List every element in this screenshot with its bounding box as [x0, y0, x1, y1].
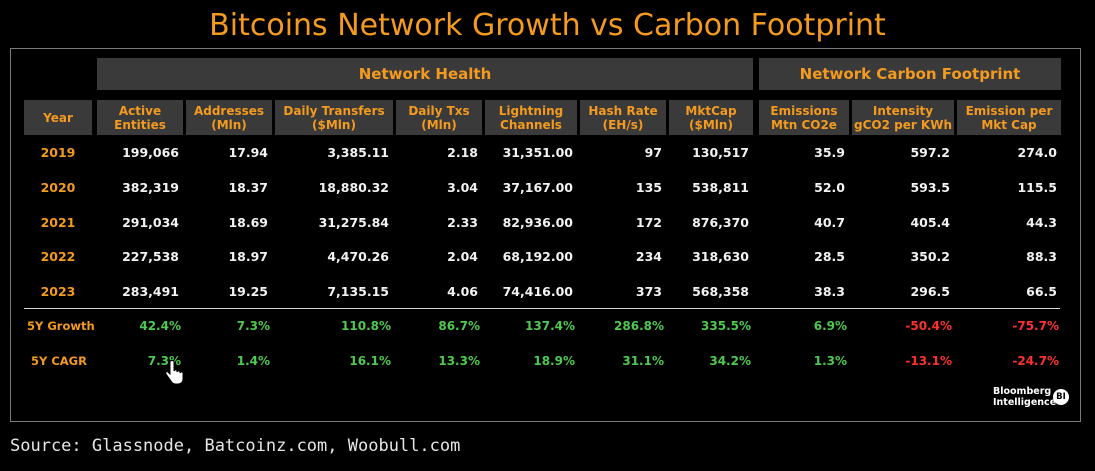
summary-cell-hash-rate: 31.1% — [622, 354, 664, 368]
table-cell-hash-rate: 234 — [635, 249, 662, 264]
summary-cell-mktcap: 34.2% — [709, 354, 751, 368]
logo-text: Bloomberg Intelligence — [993, 386, 1056, 408]
column-header-year: Year — [24, 100, 92, 135]
table-cell-active-entities: 283,491 — [122, 284, 179, 299]
table-cell-hash-rate: 172 — [635, 215, 662, 230]
column-header-lightning: Lightning Channels — [485, 100, 577, 135]
column-header-intensity: Intensity gCO2 per KWh — [852, 100, 954, 135]
year-cell: 2020 — [40, 180, 76, 195]
source-note: Source: Glassnode, Batcoinz.com, Woobull… — [10, 436, 461, 456]
table-cell-mktcap: 568,358 — [692, 284, 749, 299]
summary-cell-emissions: 6.9% — [813, 319, 847, 333]
summary-cell-emission-per-cap: -24.7% — [1012, 354, 1059, 368]
table-cell-addresses: 17.94 — [228, 145, 268, 160]
table-cell-emission-per-cap: 115.5 — [1017, 180, 1057, 195]
table-cell-emissions: 52.0 — [814, 180, 845, 195]
table-cell-emissions: 40.7 — [814, 215, 845, 230]
table-cell-intensity: 593.5 — [910, 180, 950, 195]
table-cell-active-entities: 382,319 — [122, 180, 179, 195]
table-cell-daily-transfers: 4,470.26 — [327, 249, 389, 264]
table-cell-addresses: 18.69 — [228, 215, 268, 230]
year-cell: 2021 — [40, 215, 76, 230]
column-header-mktcap: MktCap ($Mln) — [669, 100, 753, 135]
table-cell-emission-per-cap: 66.5 — [1026, 284, 1057, 299]
table-cell-active-entities: 199,066 — [122, 145, 179, 160]
summary-cell-daily-txs: 13.3% — [438, 354, 480, 368]
summary-cell-intensity: -13.1% — [905, 354, 952, 368]
summary-row-label: 5Y CAGR — [31, 354, 87, 368]
summary-cell-hash-rate: 286.8% — [614, 319, 664, 333]
table-cell-active-entities: 227,538 — [122, 249, 179, 264]
table-cell-daily-txs: 2.33 — [447, 215, 478, 230]
mouse-pointer-hand-icon — [165, 360, 184, 385]
summary-cell-daily-transfers: 110.8% — [341, 319, 391, 333]
year-cell: 2022 — [40, 249, 76, 264]
logo-line-1: Bloomberg — [993, 386, 1052, 397]
column-header-addresses: Addresses (Mln) — [186, 100, 272, 135]
table-cell-emissions: 38.3 — [814, 284, 845, 299]
chart-title: Bitcoins Network Growth vs Carbon Footpr… — [209, 8, 886, 43]
table-cell-daily-txs: 2.18 — [447, 145, 478, 160]
table-cell-mktcap: 538,811 — [692, 180, 749, 195]
column-header-emission-per-cap: Emission per Mkt Cap — [957, 100, 1061, 135]
table-cell-lightning: 31,351.00 — [502, 145, 573, 160]
table-cell-intensity: 296.5 — [910, 284, 950, 299]
summary-cell-emission-per-cap: -75.7% — [1012, 319, 1059, 333]
column-header-emissions: Emissions Mtn CO2e — [759, 100, 849, 135]
summary-cell-lightning: 18.9% — [533, 354, 575, 368]
table-cell-emission-per-cap: 88.3 — [1026, 249, 1057, 264]
logo-line-2: Intelligence — [993, 397, 1057, 408]
table-cell-intensity: 350.2 — [910, 249, 950, 264]
table-cell-intensity: 597.2 — [910, 145, 950, 160]
group-header-carbon-footprint: Network Carbon Footprint — [759, 58, 1061, 90]
summary-cell-intensity: -50.4% — [905, 319, 952, 333]
table-cell-lightning: 68,192.00 — [502, 249, 573, 264]
table-cell-daily-transfers: 3,385.11 — [327, 145, 389, 160]
table-cell-mktcap: 876,370 — [692, 215, 749, 230]
table-frame — [10, 48, 1081, 422]
table-cell-lightning: 82,936.00 — [502, 215, 573, 230]
bloomberg-intelligence-logo: Bloomberg Intelligence BI — [993, 386, 1075, 410]
table-cell-addresses: 18.37 — [228, 180, 268, 195]
summary-divider — [24, 308, 1060, 309]
table-cell-mktcap: 130,517 — [692, 145, 749, 160]
summary-cell-daily-txs: 86.7% — [438, 319, 480, 333]
group-header-network-health: Network Health — [97, 58, 753, 90]
summary-row-label: 5Y Growth — [27, 319, 95, 333]
summary-cell-emissions: 1.3% — [813, 354, 847, 368]
year-cell: 2023 — [40, 284, 76, 299]
column-header-daily-transfers: Daily Transfers ($Mln) — [275, 100, 393, 135]
table-cell-emissions: 35.9 — [814, 145, 845, 160]
summary-cell-lightning: 137.4% — [525, 319, 575, 333]
table-cell-intensity: 405.4 — [910, 215, 950, 230]
table-cell-emissions: 28.5 — [814, 249, 845, 264]
table-cell-hash-rate: 97 — [644, 145, 662, 160]
table-cell-hash-rate: 373 — [635, 284, 662, 299]
table-cell-active-entities: 291,034 — [122, 215, 179, 230]
table-cell-mktcap: 318,630 — [692, 249, 749, 264]
table-cell-daily-transfers: 18,880.32 — [318, 180, 389, 195]
summary-cell-daily-transfers: 16.1% — [349, 354, 391, 368]
table-cell-addresses: 19.25 — [228, 284, 268, 299]
table-cell-lightning: 74,416.00 — [502, 284, 573, 299]
summary-cell-mktcap: 335.5% — [701, 319, 751, 333]
summary-cell-active-entities: 42.4% — [139, 319, 181, 333]
column-header-daily-txs: Daily Txs (Mln) — [396, 100, 482, 135]
column-header-active-entities: Active Entities — [97, 100, 183, 135]
table-cell-addresses: 18.97 — [228, 249, 268, 264]
table-cell-daily-txs: 4.06 — [447, 284, 478, 299]
column-header-hash-rate: Hash Rate (EH/s) — [580, 100, 666, 135]
year-cell: 2019 — [40, 145, 76, 160]
table-cell-lightning: 37,167.00 — [502, 180, 573, 195]
table-cell-daily-transfers: 7,135.15 — [327, 284, 389, 299]
summary-cell-addresses: 7.3% — [236, 319, 270, 333]
table-cell-emission-per-cap: 274.0 — [1017, 145, 1057, 160]
summary-cell-addresses: 1.4% — [236, 354, 270, 368]
logo-badge: BI — [1053, 389, 1069, 405]
table-cell-emission-per-cap: 44.3 — [1026, 215, 1057, 230]
table-cell-hash-rate: 135 — [635, 180, 662, 195]
table-cell-daily-txs: 3.04 — [447, 180, 478, 195]
table-cell-daily-transfers: 31,275.84 — [318, 215, 389, 230]
table-cell-daily-txs: 2.04 — [447, 249, 478, 264]
